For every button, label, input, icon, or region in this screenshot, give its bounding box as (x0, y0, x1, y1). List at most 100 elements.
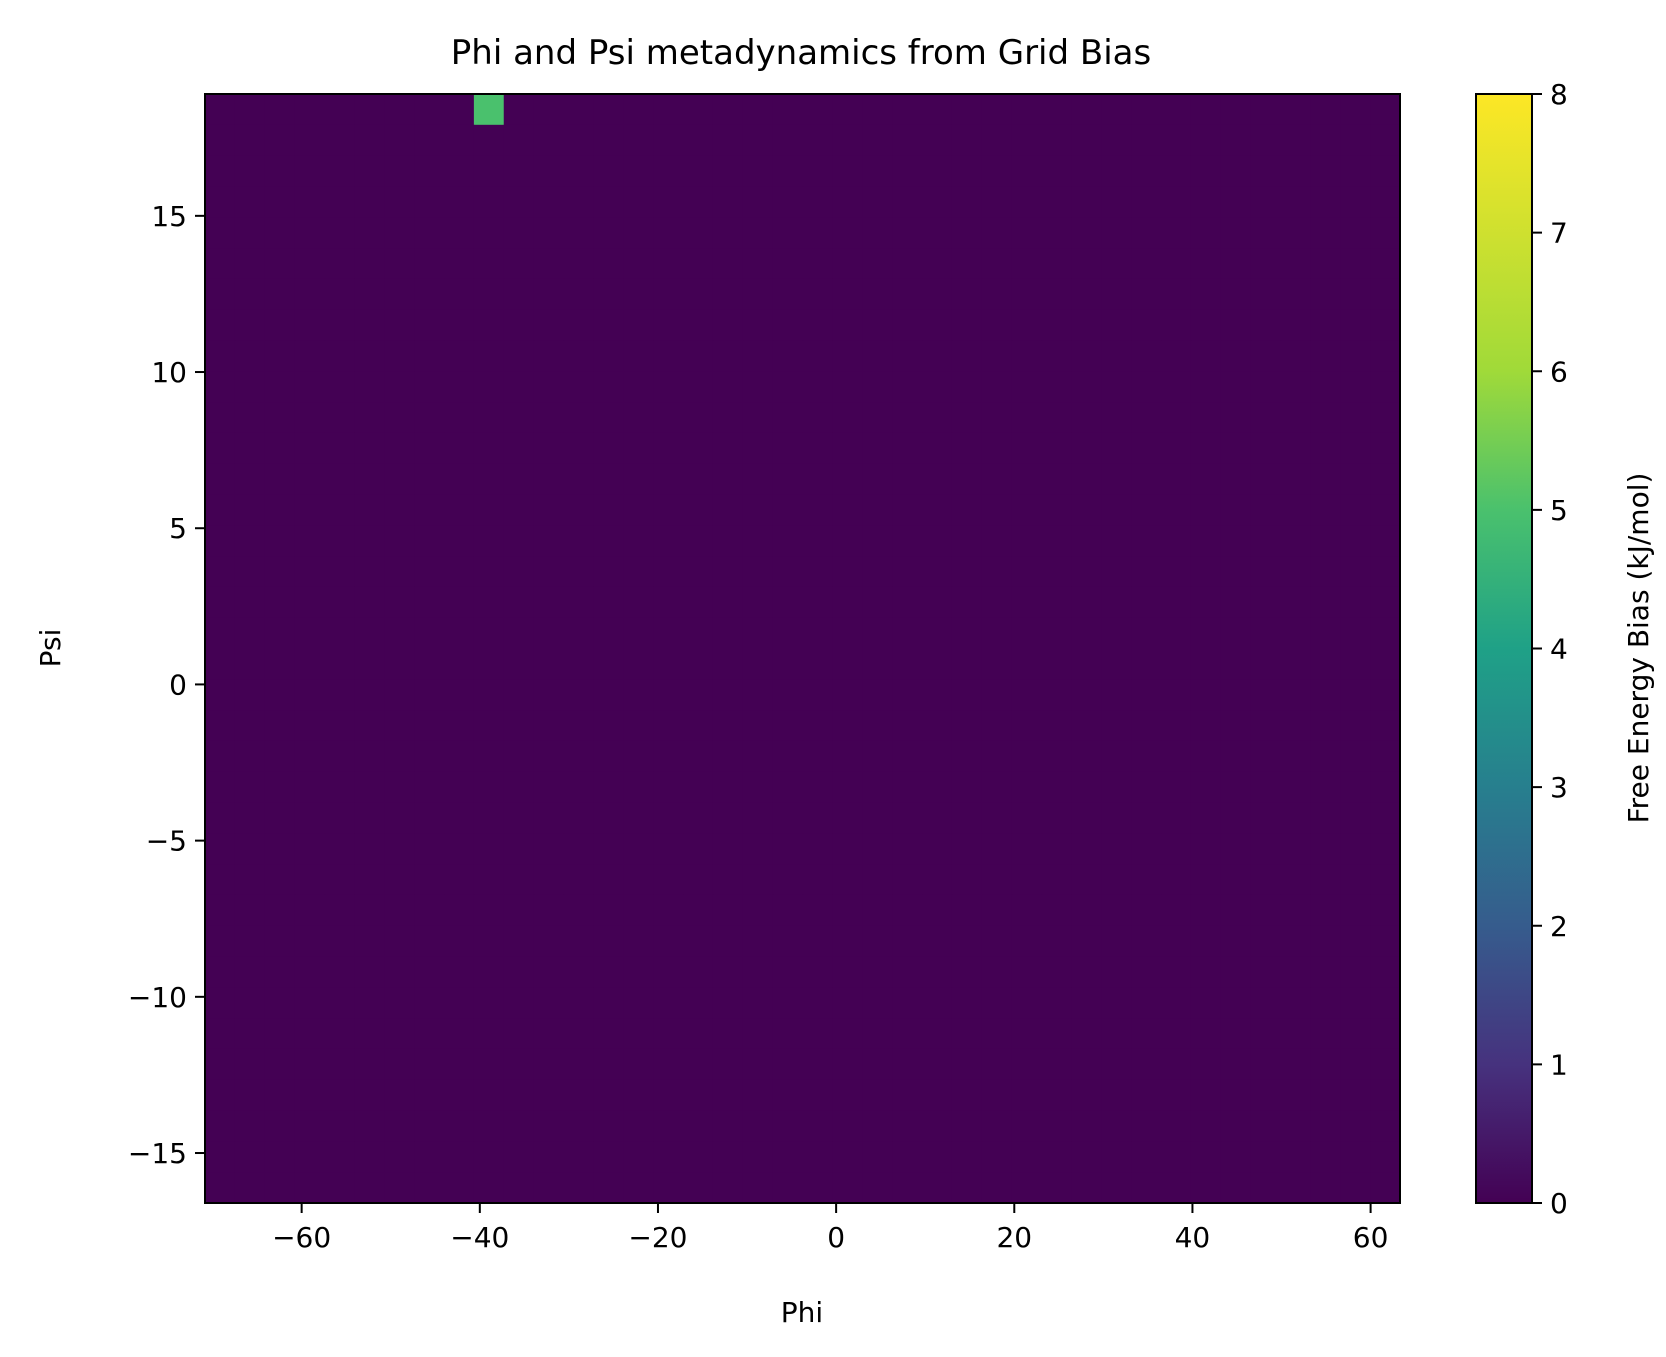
heatmap-cell (1280, 1110, 1311, 1142)
heatmap-cell (1071, 925, 1102, 958)
heatmap-cell (653, 740, 684, 773)
heatmap-cell (384, 987, 415, 1019)
heatmap-cell (234, 124, 266, 157)
heatmap-cell (414, 432, 445, 465)
heatmap-cell (772, 679, 804, 711)
heatmap-cell (1310, 432, 1341, 465)
heatmap-cell (892, 432, 923, 465)
heatmap-cell (981, 340, 1013, 372)
heatmap-cell (712, 1141, 744, 1173)
heatmap-cell (503, 740, 535, 773)
heatmap-cell (1310, 94, 1341, 126)
heatmap-cell (1190, 124, 1222, 157)
heatmap-cell (384, 1079, 415, 1112)
heatmap-cell (1310, 556, 1341, 588)
heatmap-cell (1131, 864, 1162, 896)
heatmap-cell (1041, 617, 1072, 650)
heatmap-cell (503, 1079, 535, 1112)
heatmap-cell (683, 1079, 714, 1112)
heatmap-cell (324, 278, 355, 311)
heatmap-cell (294, 1141, 326, 1173)
heatmap-cell (1370, 463, 1401, 496)
heatmap-cell (264, 1172, 296, 1204)
heatmap-cell (653, 1048, 684, 1081)
heatmap-cell (802, 432, 833, 465)
heatmap-cell (1131, 894, 1162, 927)
heatmap-cell (533, 617, 565, 650)
heatmap-cell (1310, 186, 1341, 218)
heatmap-cell (384, 371, 415, 403)
heatmap-cell (1131, 956, 1162, 988)
heatmap-cell (1190, 1110, 1222, 1142)
heatmap-cell (772, 556, 804, 588)
heatmap-cell (653, 278, 684, 311)
heatmap-cell (892, 586, 923, 619)
plot-frame (204, 93, 1401, 1204)
heatmap-cell (324, 340, 355, 372)
heatmap-cell (563, 833, 594, 865)
heatmap-cell (1161, 648, 1192, 680)
heatmap-cell (473, 1018, 505, 1050)
colorbar-tick-label: 4 (1550, 633, 1568, 666)
heatmap-cell (922, 987, 953, 1019)
x-tick-label: −60 (272, 1221, 331, 1254)
heatmap-cell (1250, 987, 1282, 1019)
heatmap-cell (234, 648, 266, 680)
heatmap-cell (1220, 217, 1252, 249)
heatmap-cell (1280, 771, 1311, 804)
y-axis-ticks: −15 −10 −5 0 5 10 15 (128, 200, 205, 1170)
heatmap-cell (1041, 1172, 1072, 1204)
heatmap-cell (951, 679, 983, 711)
heatmap-cell (1340, 494, 1371, 526)
heatmap-cell (1011, 494, 1043, 526)
heatmap-cell (324, 833, 355, 865)
heatmap-cell (1220, 340, 1252, 372)
heatmap-cell (1011, 1079, 1043, 1112)
heatmap-cell (354, 833, 385, 865)
heatmap-cell (1280, 1018, 1311, 1050)
heatmap-cell (1131, 1048, 1162, 1081)
heatmap-cell (503, 710, 535, 742)
heatmap-cell (892, 833, 923, 865)
heatmap-cell (234, 309, 266, 342)
heatmap-cell (1370, 278, 1401, 311)
heatmap-cell (414, 371, 445, 403)
heatmap-cell (623, 556, 654, 588)
heatmap-cell (892, 1018, 923, 1050)
heatmap-cell (264, 186, 296, 218)
heatmap-cell (414, 155, 445, 188)
heatmap-cell (563, 925, 594, 958)
heatmap-cell (772, 248, 804, 280)
heatmap-cell (1041, 1048, 1072, 1081)
heatmap-cell (1101, 956, 1132, 988)
heatmap-cell (414, 217, 445, 249)
heatmap-cell (951, 925, 983, 958)
heatmap-cell (563, 340, 594, 372)
heatmap-cell (951, 802, 983, 834)
heatmap-cell (1310, 1079, 1341, 1112)
heatmap-cell (294, 402, 326, 434)
heatmap-cell (623, 463, 654, 496)
heatmap-cell (1190, 679, 1222, 711)
heatmap-cell (712, 340, 744, 372)
heatmap-cell (832, 217, 863, 249)
heatmap-cell (354, 556, 385, 588)
heatmap-cell (593, 525, 624, 557)
heatmap-cell (1220, 525, 1252, 557)
heatmap-cell (563, 525, 594, 557)
heatmap-cell (503, 617, 535, 650)
heatmap-cell (1190, 987, 1222, 1019)
heatmap-cell (1071, 186, 1102, 218)
heatmap-cell (1250, 1079, 1282, 1112)
heatmap-cell (1101, 217, 1132, 249)
heatmap-cell (444, 956, 475, 988)
heatmap-cell (832, 740, 863, 773)
heatmap-cell (593, 371, 624, 403)
heatmap-cell (234, 402, 266, 434)
heatmap-cell (473, 432, 505, 465)
heatmap-cell (623, 1018, 654, 1050)
heatmap-cell (1340, 402, 1371, 434)
heatmap-cell (1190, 802, 1222, 834)
heatmap-cell (981, 1079, 1013, 1112)
heatmap-cell (623, 186, 654, 218)
